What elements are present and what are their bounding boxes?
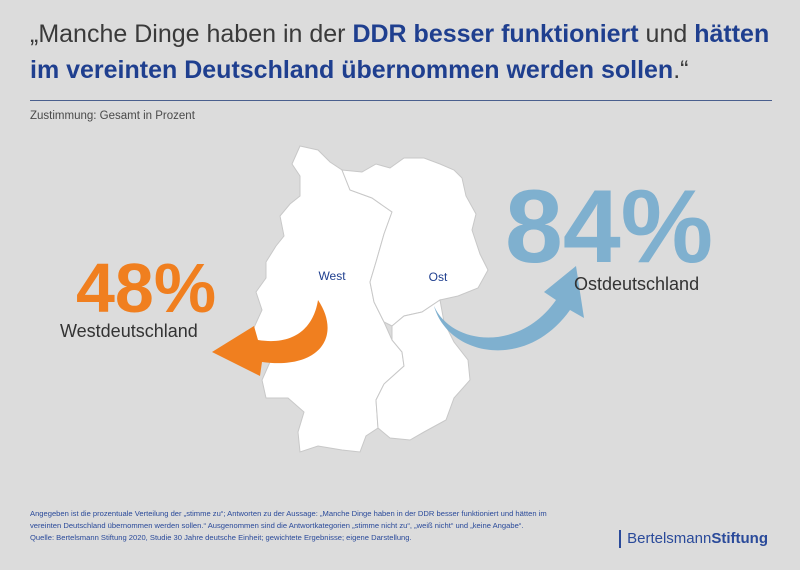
germany-map — [251, 145, 489, 453]
arrow-west — [212, 300, 328, 376]
map-label-ost: Ost — [429, 270, 448, 284]
arrow-ost — [434, 266, 584, 351]
category-label-ost: Ostdeutschland — [574, 274, 699, 294]
footer-source: Quelle: Bertelsmann Stiftung 2020, Studi… — [30, 533, 412, 542]
headline-open-quote: „ — [30, 20, 39, 48]
brand-part2: Stiftung — [711, 530, 768, 547]
footer-note: Angegeben ist die prozentuale Verteilung… — [30, 508, 600, 544]
headline-emphasis-1: DDR besser funktioniert — [352, 20, 639, 48]
map-south-east — [375, 299, 471, 441]
brand-part1: Bertelsmann — [627, 530, 712, 547]
value-label-west: 48% — [76, 249, 216, 327]
map-east — [341, 157, 489, 327]
headline-quote: „Manche Dinge haben in der DDR besser fu… — [30, 16, 770, 88]
divider-rule — [30, 100, 772, 101]
category-label-west: Westdeutschland — [60, 321, 198, 341]
headline-part1: Manche Dinge haben in der — [38, 20, 353, 48]
footer-line-2: vereinten Deutschland übernommen werden … — [30, 521, 524, 530]
chart-subtitle: Zustimmung: Gesamt in Prozent — [30, 110, 195, 122]
bertelsmann-stiftung-logo: BertelsmannStiftung — [619, 530, 768, 548]
map-label-west: West — [318, 269, 346, 283]
value-label-ost: 84% — [505, 169, 713, 285]
headline-emphasis-2: hätten im vereinten Deutschland übernomm… — [30, 20, 770, 84]
footer-line-1: Angegeben ist die prozentuale Verteilung… — [30, 509, 547, 518]
headline-close: .“ — [673, 56, 689, 84]
headline-part2: und — [638, 20, 695, 48]
